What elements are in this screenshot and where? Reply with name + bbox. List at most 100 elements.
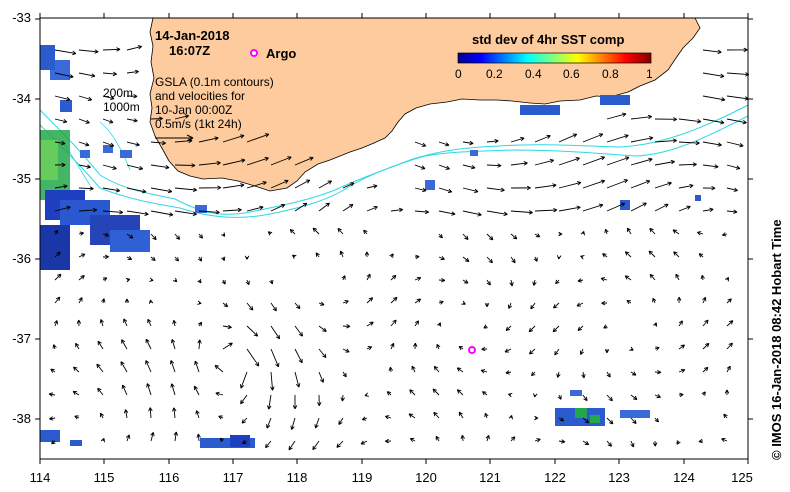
velocity-arrow [460, 434, 465, 442]
scale-arrow [155, 134, 194, 142]
velocity-arrow [678, 368, 686, 373]
velocity-arrow [484, 302, 490, 308]
velocity-arrow [74, 415, 80, 420]
velocity-arrow [649, 227, 656, 235]
colorbar-tick: 0.2 [486, 67, 503, 81]
velocity-arrow [702, 207, 714, 213]
velocity-arrow [174, 233, 181, 240]
velocity-arrow [169, 360, 176, 373]
velocity-arrow [462, 164, 476, 170]
velocity-arrow [338, 417, 344, 425]
lat-tick-label: -34 [12, 91, 31, 106]
velocity-arrow [700, 274, 705, 281]
velocity-arrow [126, 164, 144, 171]
velocity-arrow [675, 273, 680, 281]
argo-label: Argo [266, 46, 296, 61]
velocity-arrow [270, 302, 277, 312]
velocity-arrow [534, 207, 558, 213]
velocity-arrow [721, 437, 728, 443]
velocity-arrow [414, 209, 430, 215]
velocity-arrow [318, 202, 330, 212]
velocity-arrow [630, 136, 654, 143]
velocity-arrow [246, 133, 270, 143]
velocity-arrow [534, 158, 555, 166]
velocity-arrow [528, 348, 536, 355]
velocity-arrow [486, 138, 499, 144]
velocity-arrow [150, 140, 166, 146]
velocity-arrow [652, 297, 657, 304]
velocity-arrow [678, 162, 697, 167]
velocity-arrow [222, 183, 245, 189]
velocity-arrow [462, 233, 469, 241]
velocity-arrow [414, 187, 427, 193]
velocity-arrow [696, 231, 704, 236]
velocity-arrow [722, 232, 728, 237]
velocity-arrow [241, 439, 248, 444]
velocity-arrow [698, 438, 704, 444]
velocity-arrow [366, 346, 373, 351]
velocity-arrow [652, 440, 658, 447]
velocity-arrow [318, 348, 327, 359]
velocity-arrow [649, 273, 656, 281]
velocity-arrow [267, 394, 272, 410]
velocity-arrow [126, 233, 134, 239]
lon-tick-label: 115 [94, 470, 115, 485]
velocity-arrow [438, 164, 450, 170]
velocity-arrow [294, 202, 308, 212]
velocity-arrow [312, 440, 320, 451]
velocity-arrow [54, 72, 74, 79]
velocity-arrow [702, 319, 709, 327]
velocity-arrow [386, 391, 392, 396]
velocity-arrow [150, 431, 155, 442]
velocity-arrow [653, 322, 658, 327]
colorbar-title: std dev of 4hr SST comp [472, 32, 624, 47]
colorbar-tick: 0.8 [602, 67, 619, 81]
velocity-arrow [437, 322, 442, 327]
gsla-line-3: 10-Jan 00:00Z [155, 103, 232, 117]
velocity-arrow [508, 415, 513, 420]
velocity-arrow [99, 412, 104, 419]
velocity-arrow [366, 184, 378, 189]
velocity-arrow [126, 94, 138, 99]
velocity-arrow [54, 49, 77, 56]
velocity-arrow [630, 114, 653, 120]
velocity-arrow [558, 205, 581, 212]
velocity-arrow [76, 319, 82, 327]
velocity-arrow [150, 256, 156, 261]
velocity-arrow [508, 393, 513, 398]
velocity-arrow [582, 394, 588, 402]
velocity-arrow [294, 325, 303, 337]
velocity-arrow [702, 366, 709, 373]
velocity-arrow [194, 360, 200, 373]
velocity-arrow [336, 440, 344, 448]
velocity-arrow [582, 156, 606, 166]
velocity-arrow [174, 187, 198, 193]
velocity-arrow [414, 320, 420, 327]
velocity-arrow [505, 325, 512, 331]
velocity-arrow [510, 256, 516, 264]
velocity-arrow [170, 338, 176, 350]
velocity-arrow [630, 394, 638, 401]
velocity-arrow [726, 365, 731, 373]
velocity-arrow [458, 411, 464, 419]
velocity-arrow [654, 346, 660, 351]
velocity-arrow [486, 256, 493, 264]
velocity-arrow [606, 202, 626, 212]
velocity-arrow [702, 141, 722, 147]
velocity-arrow [702, 72, 725, 79]
velocity-arrow [724, 389, 730, 396]
velocity-arrow [172, 407, 177, 419]
velocity-arrow [317, 394, 322, 407]
velocity-arrow [78, 72, 96, 78]
velocity-arrow [606, 134, 629, 143]
velocity-arrow [626, 300, 632, 305]
velocity-arrow [462, 279, 469, 284]
velocity-arrow [197, 321, 203, 327]
velocity-arrow [438, 210, 456, 216]
velocity-arrow [726, 298, 732, 304]
velocity-arrow [558, 133, 578, 143]
velocity-arrow [221, 232, 226, 237]
velocity-arrow [222, 324, 232, 330]
map-frame [39, 17, 749, 460]
velocity-arrow [654, 203, 669, 212]
